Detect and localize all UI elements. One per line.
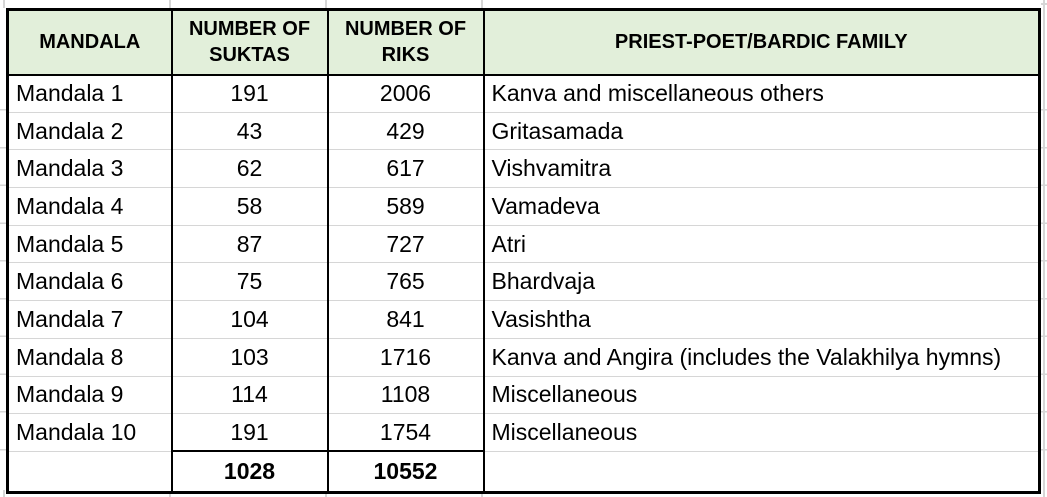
row-mandala-2: Mandala 2 43 429 Gritasamada xyxy=(7,111,1040,150)
totals-empty-mandala-cell xyxy=(7,450,172,493)
suktas-cell: 62 xyxy=(170,149,328,188)
mandala-cell: Mandala 2 xyxy=(7,111,172,150)
riks-cell: 1716 xyxy=(326,337,484,376)
gridline-stubs-left xyxy=(0,73,6,451)
family-cell: Vamadeva xyxy=(482,187,1040,226)
row-mandala-8: Mandala 8 103 1716 Kanva and Angira (inc… xyxy=(7,337,1040,376)
riks-column-header: NUMBER OF RIKS xyxy=(326,9,484,76)
family-cell: Miscellaneous xyxy=(482,413,1040,452)
mandala-cell: Mandala 7 xyxy=(7,300,172,339)
riks-cell: 1108 xyxy=(326,375,484,414)
gridline-stub xyxy=(3,0,5,8)
riks-cell: 1754 xyxy=(326,413,484,452)
suktas-cell: 43 xyxy=(170,111,328,150)
gridline-stub xyxy=(325,0,327,8)
mandala-column-header: MANDALA xyxy=(7,9,172,76)
riks-cell: 2006 xyxy=(326,74,484,113)
riks-cell: 727 xyxy=(326,224,484,263)
totals-empty-family-cell xyxy=(482,450,1040,493)
family-cell: Bhardvaja xyxy=(482,262,1040,301)
row-mandala-5: Mandala 5 87 727 Atri xyxy=(7,224,1040,263)
header-row: MANDALA NUMBER OF SUKTAS NUMBER OF RIKS … xyxy=(7,9,1040,76)
riks-cell: 429 xyxy=(326,111,484,150)
totals-riks-cell: 10552 xyxy=(326,450,484,493)
family-cell: Vasishtha xyxy=(482,300,1040,339)
family-column-header: PRIEST-POET/BARDIC FAMILY xyxy=(482,9,1040,76)
mandala-cell: Mandala 3 xyxy=(7,149,172,188)
family-cell: Gritasamada xyxy=(482,111,1040,150)
row-mandala-3: Mandala 3 62 617 Vishvamitra xyxy=(7,149,1040,188)
row-mandala-4: Mandala 4 58 589 Vamadeva xyxy=(7,187,1040,226)
family-cell: Miscellaneous xyxy=(482,375,1040,414)
row-mandala-7: Mandala 7 104 841 Vasishtha xyxy=(7,300,1040,339)
mandala-cell: Mandala 8 xyxy=(7,337,172,376)
family-cell: Atri xyxy=(482,224,1040,263)
row-mandala-10: Mandala 10 191 1754 Miscellaneous xyxy=(7,413,1040,452)
suktas-column-header: NUMBER OF SUKTAS xyxy=(170,9,328,76)
mandala-cell: Mandala 4 xyxy=(7,187,172,226)
riks-cell: 841 xyxy=(326,300,484,339)
suktas-cell: 87 xyxy=(170,224,328,263)
suktas-cell: 103 xyxy=(170,337,328,376)
mandala-cell: Mandala 1 xyxy=(16,80,124,107)
mandala-cell: Mandala 6 xyxy=(7,262,172,301)
riks-cell: 765 xyxy=(326,262,484,301)
gridline-stub xyxy=(481,0,483,8)
totals-suktas-cell: 1028 xyxy=(170,450,328,493)
suktas-cell: 191 xyxy=(170,413,328,452)
totals-row: 1028 10552 xyxy=(7,450,1040,493)
row-mandala-9: Mandala 9 114 1108 Miscellaneous xyxy=(7,375,1040,414)
gridline-stubs-right xyxy=(1041,73,1047,451)
family-cell: Kanva and miscellaneous others xyxy=(482,74,1040,113)
mandala-cell: Mandala 10 xyxy=(7,413,172,452)
mandala-cell: Mandala 5 xyxy=(7,224,172,263)
family-cell: Vishvamitra xyxy=(482,149,1040,188)
row-mandala-1: Mandala 1 191 2006 Kanva and miscellaneo… xyxy=(8,74,1040,113)
family-cell: Kanva and Angira (includes the Valakhily… xyxy=(482,337,1040,376)
suktas-cell: 75 xyxy=(170,262,328,301)
riks-cell: 617 xyxy=(326,149,484,188)
row-mandala-6: Mandala 6 75 765 Bhardvaja xyxy=(7,262,1040,301)
gridline-stub xyxy=(1041,3,1047,5)
gridline-stub xyxy=(3,490,5,497)
gridline-stub xyxy=(169,0,171,8)
rigveda-mandala-table: MANDALA NUMBER OF SUKTAS NUMBER OF RIKS … xyxy=(6,8,1041,494)
suktas-cell: 104 xyxy=(170,300,328,339)
suktas-cell: 191 xyxy=(170,74,328,113)
suktas-cell: 58 xyxy=(170,187,328,226)
riks-cell: 589 xyxy=(326,187,484,226)
suktas-cell: 114 xyxy=(170,375,328,414)
mandala-cell: Mandala 9 xyxy=(7,375,172,414)
